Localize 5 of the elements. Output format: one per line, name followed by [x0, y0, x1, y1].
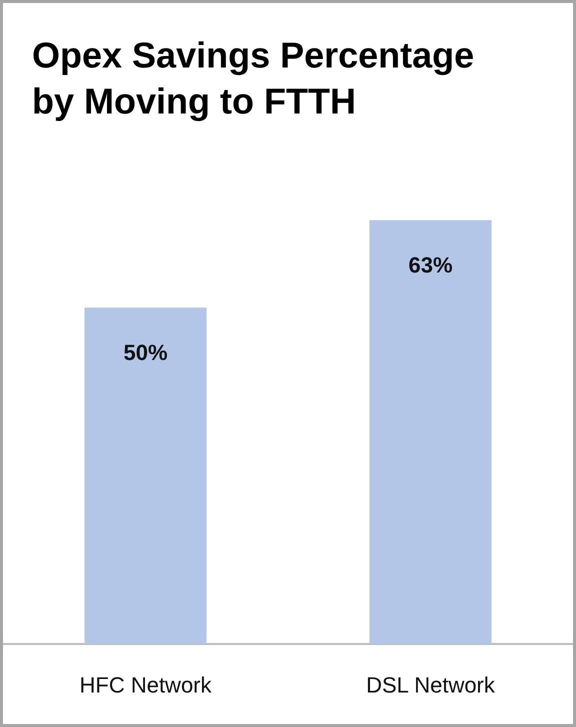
x-tick-label: DSL Network — [366, 672, 496, 698]
x-tick-label: HFC Network — [79, 672, 213, 698]
data-label: 63% — [408, 252, 453, 278]
data-label: 50% — [123, 340, 168, 366]
chart-title: Opex Savings Percentage by Moving to FTTH — [32, 34, 484, 122]
